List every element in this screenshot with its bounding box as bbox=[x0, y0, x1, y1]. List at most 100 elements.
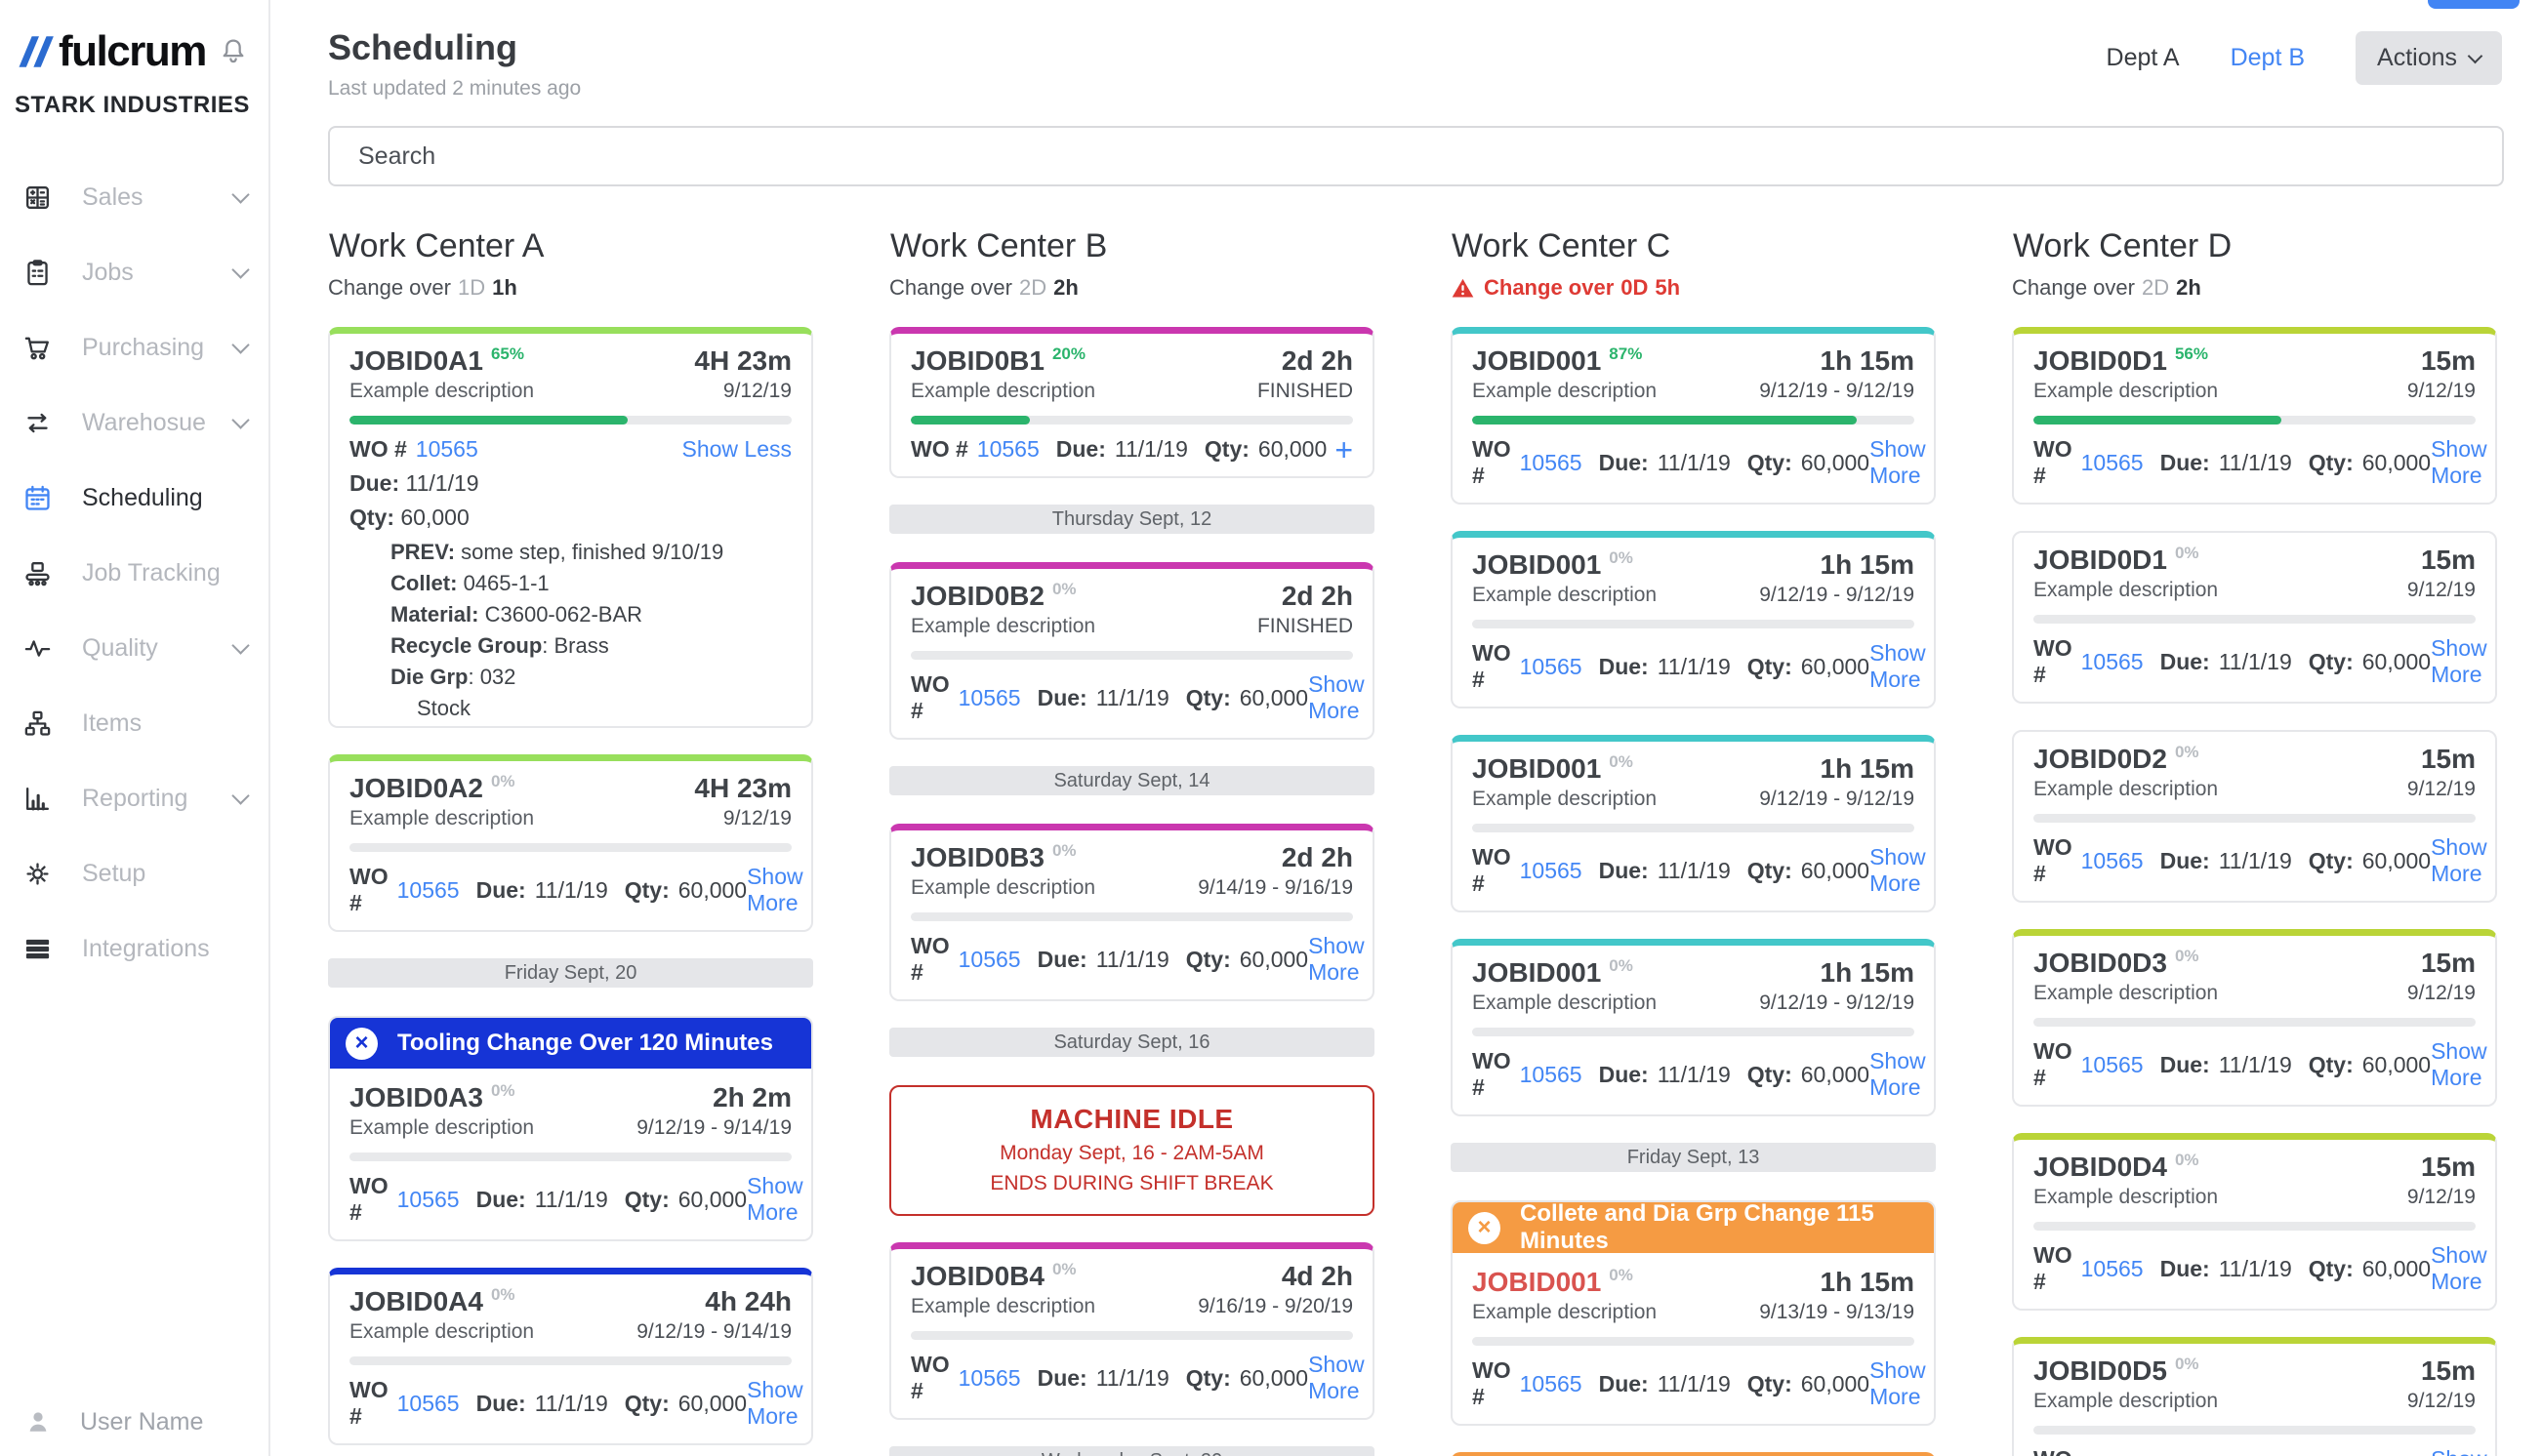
job-card[interactable]: JOBID001 0% 1h 15m Example description 9… bbox=[1451, 939, 1936, 1116]
wo-label: WO # bbox=[911, 1352, 950, 1403]
add-icon[interactable]: + bbox=[1334, 431, 1353, 467]
sidebar-item-purchasing[interactable]: Purchasing bbox=[0, 310, 268, 385]
wo-number-link[interactable]: 10565 bbox=[958, 684, 1021, 710]
show-more-link[interactable]: Show More bbox=[747, 864, 803, 915]
sidebar-item-reporting[interactable]: Reporting bbox=[0, 761, 268, 836]
wo-number-link[interactable]: 10565 bbox=[2080, 449, 2144, 475]
changeover-days: 2D bbox=[2141, 275, 2170, 300]
sidebar-item-setup[interactable]: Setup bbox=[0, 836, 268, 911]
wo-label: WO # bbox=[1472, 1357, 1511, 1409]
changeover-days: 1D bbox=[457, 275, 486, 300]
show-more-link[interactable]: Show More bbox=[2431, 1038, 2487, 1090]
job-title-row: JOBID001 0% 1h 15m bbox=[1472, 956, 1914, 989]
search-input[interactable] bbox=[328, 126, 2504, 186]
wo-label: WO # bbox=[349, 436, 407, 462]
wo-number-link[interactable]: 10565 bbox=[396, 876, 460, 903]
wo-number-link[interactable]: 10565 bbox=[2080, 1255, 2144, 1281]
job-card[interactable]: JOBID0D3 0% 15m Example description 9/12… bbox=[2012, 929, 2497, 1107]
job-card[interactable]: × Tooling Change Over 120 Minutes JOBID0… bbox=[328, 1016, 813, 1241]
column-items: JOBID001 87% 1h 15m Example description … bbox=[1451, 327, 1936, 1456]
job-card[interactable]: JOBID0B1 20% 2d 2h Example description F… bbox=[889, 327, 1374, 478]
chevron-down-icon bbox=[231, 260, 250, 279]
show-more-link[interactable]: Show More bbox=[1308, 671, 1365, 723]
job-card[interactable]: JOBID0B3 0% 2d 2h Example description 9/… bbox=[889, 824, 1374, 1001]
job-card[interactable]: JOBID0B4 0% 4d 2h Example description 9/… bbox=[889, 1242, 1374, 1420]
wo-number-link[interactable]: 10565 bbox=[1519, 857, 1582, 883]
show-more-link[interactable]: Show More bbox=[2431, 635, 2487, 687]
sidebar-item-scheduling[interactable]: Scheduling bbox=[0, 461, 268, 536]
sidebar-item-items[interactable]: Items bbox=[0, 686, 268, 761]
qty-value: 60,000 bbox=[1239, 1364, 1309, 1391]
show-more-link[interactable]: Show More bbox=[1308, 933, 1365, 985]
wo-number-link[interactable]: 10565 bbox=[958, 1364, 1021, 1391]
job-detail-row: Recycle Group: Brass bbox=[390, 633, 609, 658]
changeover-summary: Change over 1D 1h bbox=[328, 275, 813, 301]
job-subtitle-row: Example description 9/12/19 bbox=[2033, 380, 2476, 403]
wo-number-link[interactable]: 10565 bbox=[1519, 1370, 1582, 1396]
wo-number-link[interactable]: 10565 bbox=[1519, 449, 1582, 475]
dept-a-button[interactable]: Dept A bbox=[2106, 44, 2180, 71]
wo-number-link[interactable]: 10565 bbox=[2080, 648, 2144, 674]
sidebar-item-label: Integrations bbox=[82, 935, 210, 962]
date-divider: Friday Sept, 13 bbox=[1451, 1143, 1936, 1172]
job-subtitle-row: Example description FINISHED bbox=[911, 615, 1353, 638]
sidebar-item-job-tracking[interactable]: Job Tracking bbox=[0, 536, 268, 611]
user-row[interactable]: User Name bbox=[23, 1407, 203, 1436]
show-more-link[interactable]: Show More bbox=[2431, 1446, 2487, 1456]
job-card[interactable]: JOBID0D4 0% 15m Example description 9/12… bbox=[2012, 1133, 2497, 1311]
bell-icon[interactable] bbox=[218, 36, 249, 67]
job-stock-label: Stock bbox=[417, 696, 472, 720]
show-more-link[interactable]: Show More bbox=[1869, 640, 1926, 692]
show-more-link[interactable]: Show More bbox=[1869, 844, 1926, 896]
actions-button[interactable]: Actions bbox=[2356, 31, 2502, 85]
due-value: 11/1/19 bbox=[1114, 436, 1188, 462]
job-title-row: JOBID001 0% 1h 15m bbox=[1472, 752, 1914, 785]
job-card[interactable]: × Collete and Dia Grp Change 115 Minutes… bbox=[1451, 1200, 1936, 1426]
wo-number-link[interactable]: 10565 bbox=[1519, 653, 1582, 679]
job-card[interactable]: JOBID001 87% 1h 15m Example description … bbox=[1451, 327, 1936, 505]
job-card[interactable]: JOBID0D2 0% 15m Example description 9/12… bbox=[2012, 730, 2497, 903]
machine-idle-card: MACHINE IDLE Monday Sept, 16 - 2AM-5AM E… bbox=[889, 1085, 1374, 1216]
progress-bar bbox=[349, 416, 792, 425]
chevron-down-icon bbox=[231, 335, 250, 354]
show-more-link[interactable]: Show More bbox=[1869, 1048, 1926, 1100]
job-title-row: JOBID0A4 0% 4h 24h bbox=[349, 1285, 792, 1317]
job-card[interactable]: JOBID0D1 0% 15m Example description 9/12… bbox=[2012, 531, 2497, 704]
wo-number-link[interactable]: 10565 bbox=[396, 1186, 460, 1212]
sidebar-item-quality[interactable]: Quality bbox=[0, 611, 268, 686]
wo-number-link[interactable]: 10565 bbox=[415, 436, 478, 462]
job-dates: 9/13/19 - 9/13/19 bbox=[1759, 1301, 1914, 1323]
dept-b-button[interactable]: Dept B bbox=[2230, 44, 2306, 71]
job-card[interactable]: JOBID0B2 0% 2d 2h Example description FI… bbox=[889, 562, 1374, 740]
job-card[interactable]: JOBID0A4 0% 4h 24h Example description 9… bbox=[328, 1268, 813, 1445]
job-card[interactable]: JOBID0D1 56% 15m Example description 9/1… bbox=[2012, 327, 2497, 505]
show-less-link[interactable]: Show Less bbox=[681, 436, 792, 462]
job-card[interactable]: JOBID0A2 0% 4H 23m Example description 9… bbox=[328, 754, 813, 932]
show-more-link[interactable]: Show More bbox=[2431, 834, 2487, 886]
show-more-link[interactable]: Show More bbox=[747, 1377, 803, 1429]
wo-number-link[interactable]: 10565 bbox=[2080, 1051, 2144, 1077]
job-percent: 20% bbox=[1051, 344, 1086, 363]
sidebar-item-sales[interactable]: Sales bbox=[0, 160, 268, 235]
show-more-link[interactable]: Show More bbox=[1869, 1357, 1926, 1409]
job-card[interactable]: JOBID0D5 0% 15m Example description 9/12… bbox=[2012, 1337, 2497, 1456]
wo-number-link[interactable]: 10565 bbox=[976, 436, 1040, 462]
job-details: PREV: some step, finished 9/10/19 Collet… bbox=[390, 540, 792, 721]
show-more-link[interactable]: Show More bbox=[2431, 1242, 2487, 1294]
wo-number-link[interactable]: 10565 bbox=[2080, 847, 2144, 873]
wo-number-link[interactable]: 10565 bbox=[1519, 1061, 1582, 1087]
wo-number-link[interactable]: 10565 bbox=[958, 946, 1021, 972]
show-more-link[interactable]: Show More bbox=[1308, 1352, 1365, 1403]
show-more-link[interactable]: Show More bbox=[1869, 436, 1926, 488]
wo-number-link[interactable]: 10565 bbox=[396, 1390, 460, 1416]
sidebar-item-jobs[interactable]: Jobs bbox=[0, 235, 268, 310]
sidebar-item-warehosue[interactable]: Warehosue bbox=[0, 385, 268, 461]
job-card[interactable]: JOBID001 0% 1h 15m Example description 9… bbox=[1451, 735, 1936, 912]
job-card[interactable]: JOBID001 0% 1h 15m Example description 9… bbox=[1451, 531, 1936, 708]
show-more-link[interactable]: Show More bbox=[747, 1173, 803, 1225]
job-card[interactable]: JOBID001 0% 1h 15m Example description 9… bbox=[1451, 1452, 1936, 1456]
sidebar-item-integrations[interactable]: Integrations bbox=[0, 911, 268, 987]
job-card[interactable]: JOBID0A1 65% 4H 23m Example description … bbox=[328, 327, 813, 728]
show-more-link[interactable]: Show More bbox=[2431, 436, 2487, 488]
